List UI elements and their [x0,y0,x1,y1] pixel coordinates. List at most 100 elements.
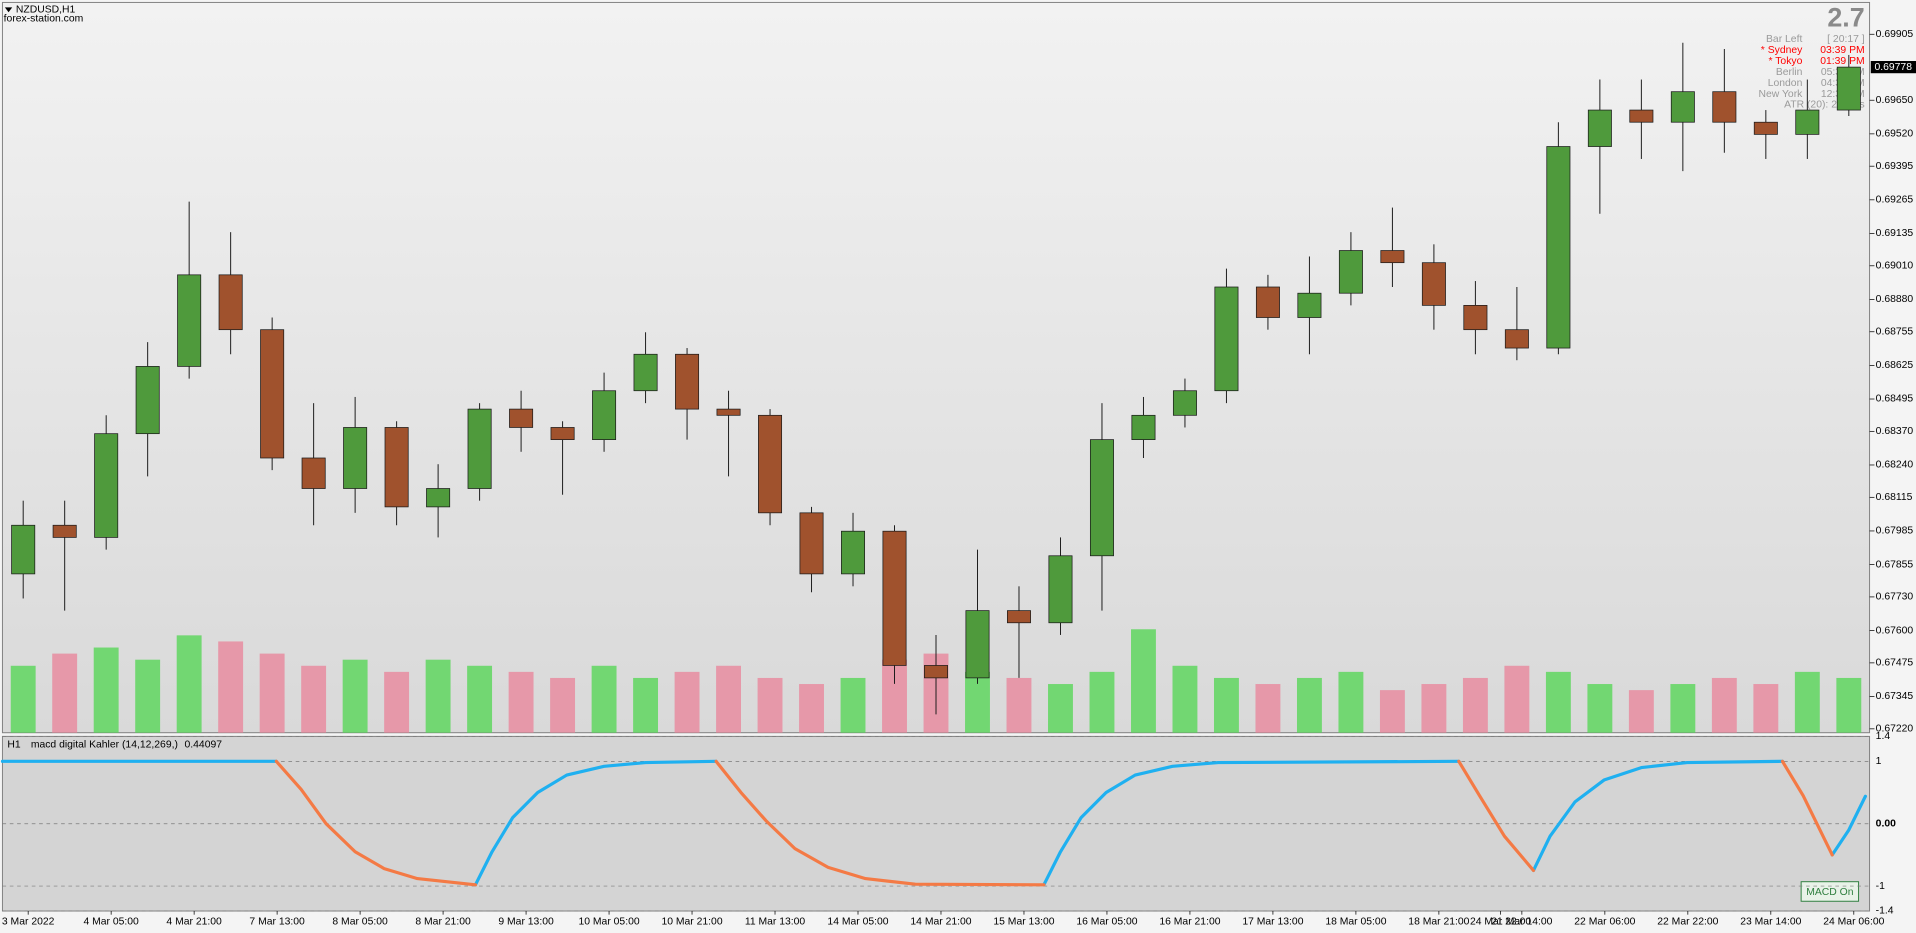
x-tick-label: 10 Mar 21:00 [661,917,722,928]
volume-bar [425,659,451,733]
volume-bar [259,653,285,733]
info-label: * Tokyo [1769,56,1803,67]
volume-bar [1048,684,1073,733]
x-tick-label: 22 Mar 22:00 [1657,917,1718,928]
volume-bar [384,671,410,733]
y-tick-label: 0.69010 [1876,261,1914,272]
indicator-name: macd digital Kahler (14,12,269,) [31,739,178,750]
button-frame[interactable] [1800,881,1860,902]
candle-body [426,488,451,508]
candle-body [135,366,160,435]
y-tick-label: 0.68115 [1876,492,1913,503]
x-tick-label: 18 Mar 05:00 [1325,917,1386,928]
volume-bar [1670,684,1696,733]
x-tick-label: 22 Mar 06:00 [1574,917,1635,928]
volume-bar [1131,629,1156,733]
candle-body [1297,292,1322,318]
y-tick-label: 1.4 [1876,731,1891,742]
x-tick-label: 8 Mar 05:00 [332,917,388,928]
button-label[interactable]: MACD On [1806,887,1854,898]
y-tick-label: 0.69395 [1876,161,1914,172]
volume-bar [93,647,119,733]
x-tick-label: 9 Mar 13:00 [498,917,554,928]
candle-body [1338,250,1363,294]
x-tick-label: 3 Mar 2022 [2,917,55,928]
x-tick-label: 7 Mar 13:00 [249,917,305,928]
volume-bar [799,684,824,733]
volume-bar [1296,677,1322,733]
info-label: * Sydney [1761,45,1803,56]
y-tick-label: 0.68370 [1876,426,1914,437]
volume-bar [674,671,700,733]
volume-bar [1462,677,1488,733]
volume-bar [1628,690,1654,733]
volume-bar [176,635,202,733]
candle-body [1795,109,1820,135]
info-label: London [1768,78,1803,89]
x-tick-label: 14 Mar 05:00 [827,917,888,928]
candle-body [467,408,492,489]
x-tick-label: 4 Mar 21:00 [166,917,222,928]
volume-bar [840,677,866,733]
candle-body [260,329,285,459]
candle-body [1007,610,1031,624]
candle-body [1504,329,1529,349]
volume-bar [1794,671,1820,733]
volume-bar [591,665,617,733]
candle-body [1172,390,1197,416]
volume-bar [1379,690,1405,733]
candle-body [1670,91,1695,123]
y-tick-label: 0.68755 [1876,326,1914,337]
info-value: 01:39 PM [1820,56,1864,67]
macd-line [0,759,1868,887]
volume-bar [633,677,659,733]
volume-bar [52,653,78,733]
y-tick-label: 0.67985 [1876,526,1914,537]
y-tick-label: 0.68880 [1876,294,1914,305]
candle-body [94,433,119,538]
volume-bar [1089,671,1115,733]
x-tick-label: 16 Mar 05:00 [1076,917,1137,928]
x-tick-label: 8 Mar 21:00 [415,917,471,928]
timeframe: H1 [7,739,20,750]
candle-body [1836,66,1861,111]
volume-bar [508,671,534,733]
candle-body [11,524,36,575]
y-tick-label: 0.00 [1876,818,1896,829]
candle-body [1255,286,1280,318]
volume-bar [716,665,741,733]
volume-bar [342,659,368,733]
y-tick-label: 0.68495 [1876,394,1914,405]
candle-body [1048,555,1073,624]
x-tick-label: 17 Mar 13:00 [1242,917,1303,928]
site: forex-station.com [4,14,84,25]
spread: 2.7 [1827,3,1864,33]
candle-body [1587,109,1612,147]
y-tick-label: 0.67220 [1876,724,1914,735]
volume-bar [218,641,244,733]
volume-bar [467,665,493,733]
volume-bar [135,659,161,733]
volume-bar [1545,671,1571,733]
volume-bar [1587,684,1613,733]
x-tick-label: 23 Mar 14:00 [1740,917,1801,928]
y-tick-label: 0.69135 [1876,228,1914,239]
x-tick-label: 11 Mar 13:00 [745,917,806,928]
macd-line [274,759,1834,887]
candle-body [965,610,990,679]
y-tick-label: 0.67730 [1876,592,1914,603]
macd-button[interactable]: MACD On [1800,881,1860,902]
bid-box [1870,61,1916,74]
y-tick-label: 0.69265 [1876,195,1914,206]
atr: ATR (20): 24 pips [1784,100,1865,111]
candle-body [841,530,866,575]
candle-body [343,427,368,489]
candle-body [675,353,700,410]
x-tick-label: 21 Mar 14:00 [1491,917,1552,928]
candle-body [384,427,409,508]
x-tick-label: 24 Mar 22:00 [1470,917,1531,928]
info-value: [ 20:17 ] [1827,34,1865,45]
y-tick-label: 0.68240 [1876,460,1914,471]
y-tick-label: -1 [1876,881,1885,892]
